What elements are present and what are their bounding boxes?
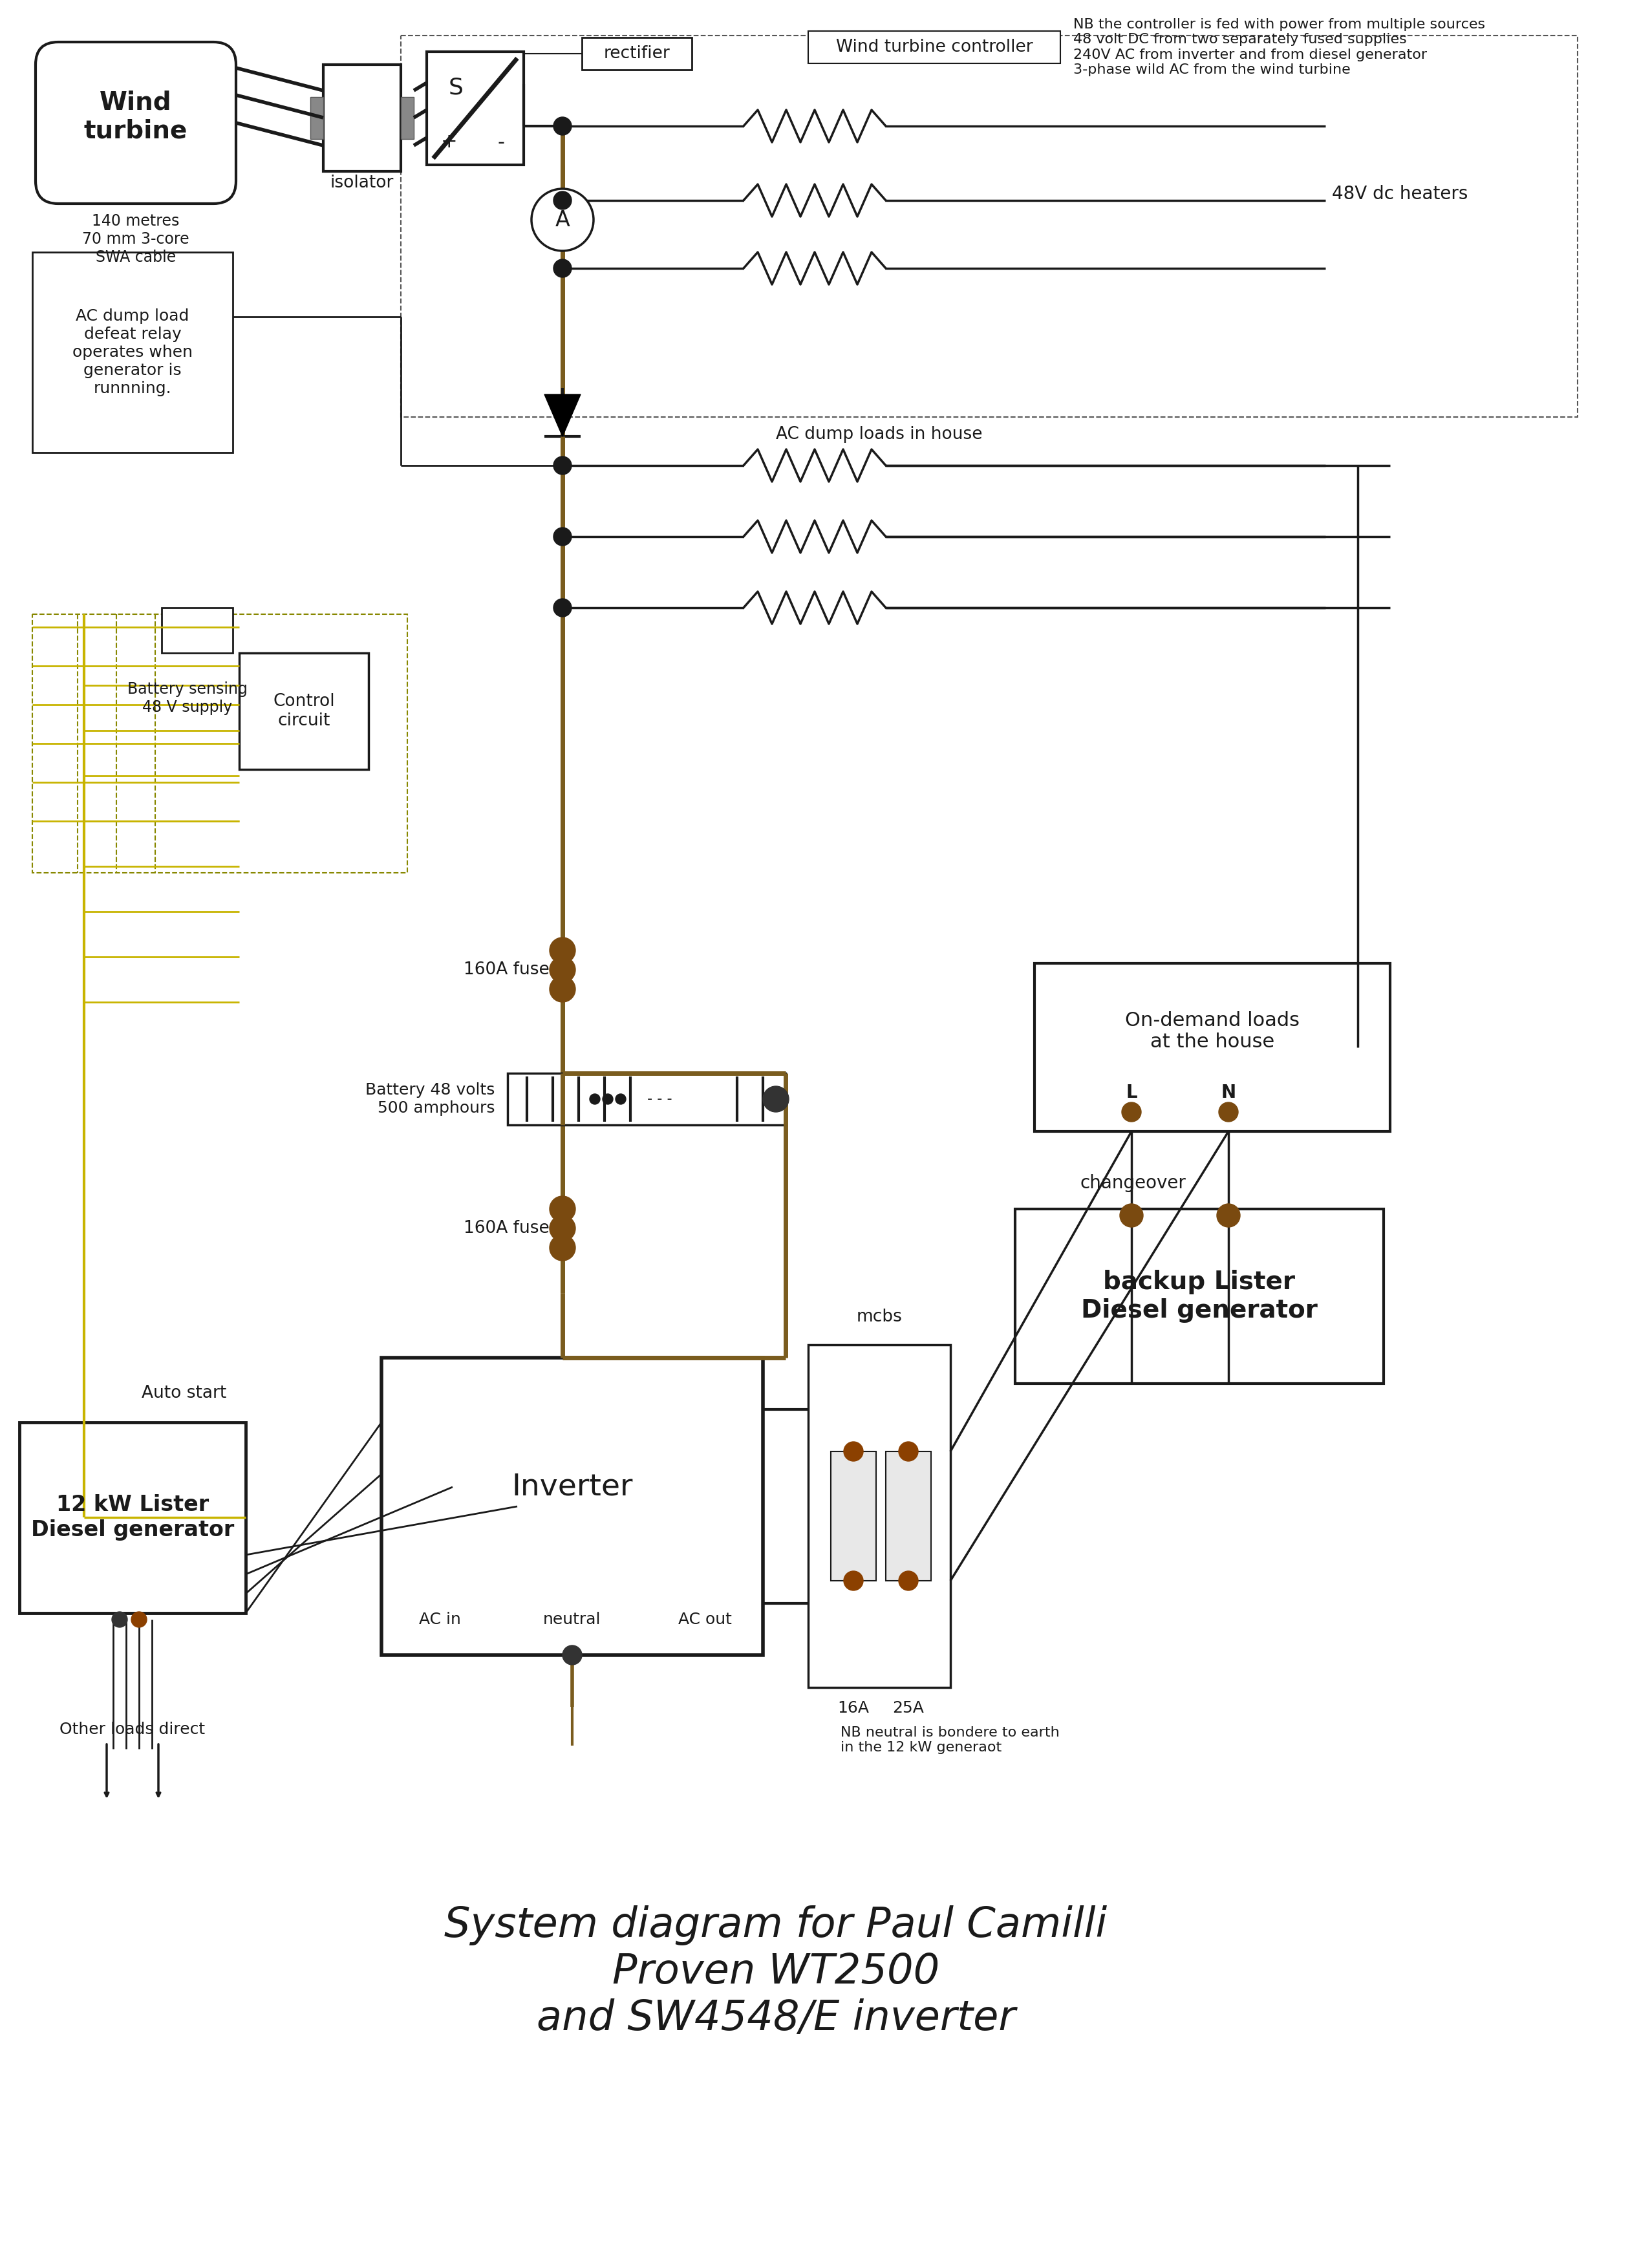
Text: Battery sensing
48 V supply: Battery sensing 48 V supply	[127, 680, 247, 714]
Bar	[20, 1422, 246, 1613]
Circle shape	[549, 975, 576, 1002]
Text: Inverter: Inverter	[512, 1472, 634, 1501]
Circle shape	[553, 456, 571, 474]
Text: AC in: AC in	[419, 1613, 460, 1628]
Circle shape	[762, 1086, 789, 1111]
Text: Other loads direct: Other loads direct	[59, 1721, 205, 1737]
Text: Control
circuit: Control circuit	[272, 694, 335, 730]
Text: S: S	[449, 77, 464, 98]
Text: 160A fuse: 160A fuse	[464, 1220, 549, 1236]
Circle shape	[589, 1093, 601, 1105]
Text: changeover: changeover	[1079, 1175, 1186, 1193]
Text: L: L	[1125, 1084, 1137, 1102]
Text: Wind
turbine: Wind turbine	[84, 91, 188, 143]
Text: 25A: 25A	[893, 1701, 924, 1717]
Text: On-demand loads
at the house: On-demand loads at the house	[1125, 1012, 1300, 1052]
Circle shape	[1122, 1102, 1142, 1123]
Text: NB the controller is fed with power from multiple sources
48 volt DC from two se: NB the controller is fed with power from…	[1072, 18, 1485, 77]
Circle shape	[563, 1644, 582, 1665]
Text: Auto start: Auto start	[142, 1386, 226, 1402]
Bar	[808, 1345, 950, 1687]
FancyBboxPatch shape	[36, 43, 236, 204]
Text: N: N	[1221, 1084, 1236, 1102]
Circle shape	[531, 188, 594, 252]
Bar	[310, 98, 323, 138]
Circle shape	[112, 1613, 127, 1628]
Text: 140 metres
70 mm 3-core
SWA cable: 140 metres 70 mm 3-core SWA cable	[83, 213, 190, 265]
Bar	[582, 39, 691, 70]
Circle shape	[602, 1093, 612, 1105]
Bar	[401, 36, 1577, 417]
Text: NB neutral is bondere to earth
in the 12 kW generaot: NB neutral is bondere to earth in the 12…	[840, 1726, 1059, 1753]
Text: Battery 48 volts
500 amphours: Battery 48 volts 500 amphours	[365, 1082, 495, 1116]
Text: AC dump loads in house: AC dump loads in house	[775, 426, 982, 442]
Circle shape	[553, 191, 571, 209]
Circle shape	[553, 528, 571, 547]
Bar	[239, 653, 368, 769]
Text: 160A fuse: 160A fuse	[464, 962, 549, 978]
Bar	[1035, 964, 1389, 1132]
Text: 12 kW Lister
Diesel generator: 12 kW Lister Diesel generator	[31, 1495, 234, 1540]
Circle shape	[1216, 1204, 1241, 1227]
Bar	[508, 1073, 785, 1125]
Polygon shape	[545, 395, 581, 435]
Text: A: A	[554, 209, 569, 231]
Bar	[808, 32, 1061, 64]
Bar	[427, 52, 523, 166]
Circle shape	[132, 1613, 147, 1628]
Circle shape	[899, 1572, 917, 1590]
Circle shape	[549, 1216, 576, 1241]
Circle shape	[549, 937, 576, 964]
Bar	[832, 1452, 876, 1581]
Bar	[401, 98, 414, 138]
Text: -: -	[498, 134, 505, 152]
Text: 48V dc heaters: 48V dc heaters	[1332, 186, 1468, 204]
Text: +: +	[441, 134, 457, 152]
Circle shape	[553, 118, 571, 136]
Bar	[33, 252, 233, 454]
Text: neutral: neutral	[543, 1613, 601, 1628]
Text: 16A: 16A	[838, 1701, 870, 1717]
Bar	[323, 66, 401, 172]
Text: backup Lister
Diesel generator: backup Lister Diesel generator	[1081, 1270, 1318, 1322]
Circle shape	[553, 259, 571, 277]
Text: System diagram for Paul Camilli
Proven WT2500
and SW4548/E inverter: System diagram for Paul Camilli Proven W…	[444, 1905, 1107, 2039]
Text: rectifier: rectifier	[604, 45, 670, 61]
Bar	[33, 615, 408, 873]
Bar	[886, 1452, 931, 1581]
Circle shape	[549, 1234, 576, 1261]
Circle shape	[549, 1195, 576, 1222]
Circle shape	[1219, 1102, 1238, 1123]
Circle shape	[843, 1442, 863, 1461]
Circle shape	[549, 957, 576, 982]
Bar	[162, 608, 233, 653]
Circle shape	[553, 599, 571, 617]
Bar	[381, 1359, 762, 1656]
Text: Wind turbine controller: Wind turbine controller	[837, 39, 1033, 57]
Circle shape	[843, 1572, 863, 1590]
Text: AC dump load
defeat relay
operates when
generator is
runnning.: AC dump load defeat relay operates when …	[73, 308, 193, 397]
Bar	[1015, 1209, 1384, 1383]
Circle shape	[1120, 1204, 1143, 1227]
Text: - - -: - - -	[647, 1093, 672, 1105]
Circle shape	[615, 1093, 625, 1105]
Circle shape	[899, 1442, 917, 1461]
Text: mcbs: mcbs	[856, 1309, 903, 1325]
Text: isolator: isolator	[330, 175, 394, 191]
Text: AC out: AC out	[678, 1613, 731, 1628]
